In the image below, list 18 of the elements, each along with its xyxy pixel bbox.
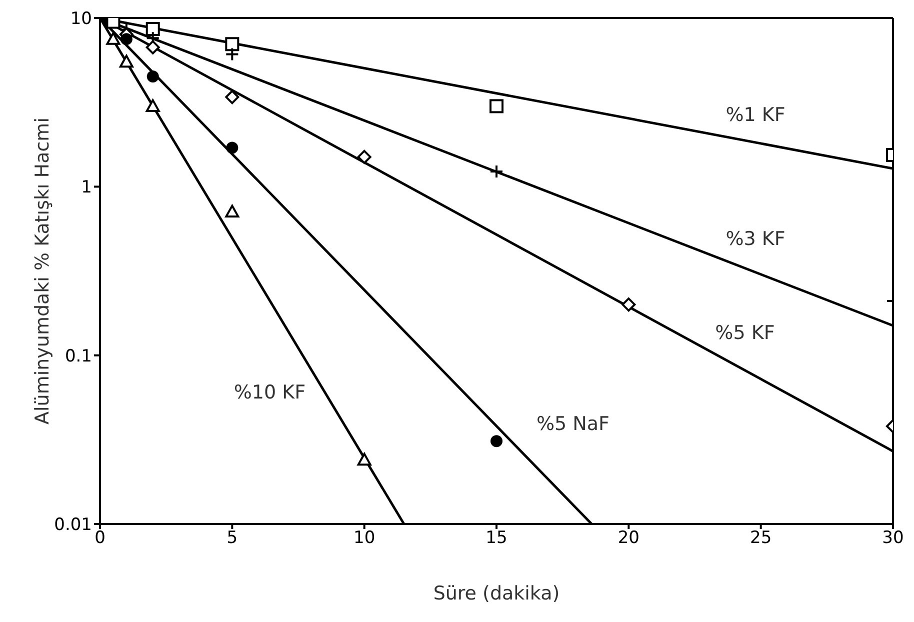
series-label: %3 KF <box>726 228 786 250</box>
x-axis-title: Süre (dakika) <box>433 582 560 604</box>
series-label: %1 KF <box>726 104 786 126</box>
x-tick-label: 20 <box>618 528 640 548</box>
x-tick-label: 5 <box>226 528 238 548</box>
y-tick-label: 0.1 <box>64 346 92 366</box>
series-label: %5 KF <box>715 322 775 344</box>
x-tick-label: 25 <box>750 528 772 548</box>
y-axis-title: Alüminyumdaki % Katışkı Hacmi <box>32 118 54 424</box>
x-tick-label: 15 <box>486 528 508 548</box>
x-tick-label: 30 <box>882 528 904 548</box>
y-tick-label: 1 <box>81 178 92 198</box>
x-tick-label: 10 <box>354 528 376 548</box>
series-label: %5 NaF <box>536 413 610 436</box>
y-tick-label: 0.01 <box>54 515 92 536</box>
series-label: %10 KF <box>234 382 306 404</box>
x-tick-label: 0 <box>94 528 106 548</box>
y-tick-label: 10 <box>70 9 92 30</box>
